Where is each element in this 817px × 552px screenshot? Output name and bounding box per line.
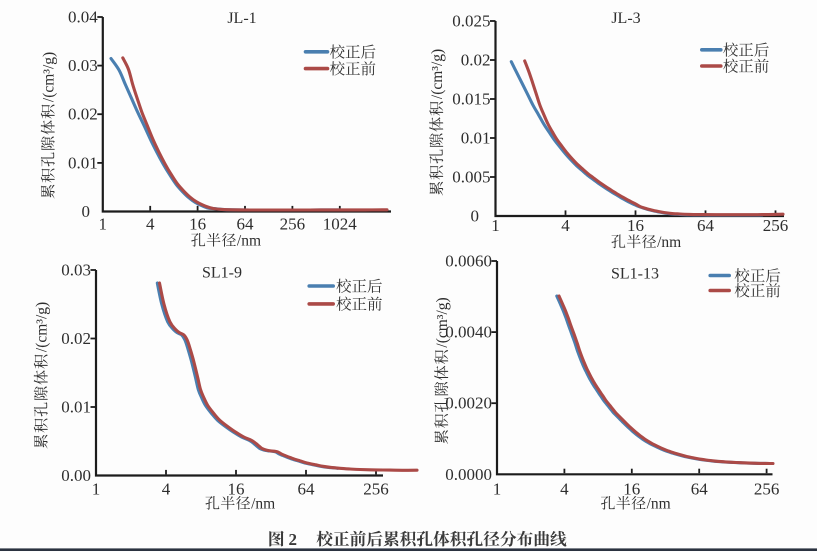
svg-text:1: 1 xyxy=(491,216,500,235)
svg-text:1: 1 xyxy=(99,215,108,234)
svg-text:0.03: 0.03 xyxy=(61,261,91,280)
svg-text:1: 1 xyxy=(493,480,502,499)
svg-text:4: 4 xyxy=(560,480,569,499)
svg-text:4: 4 xyxy=(561,216,570,235)
svg-text:0.02: 0.02 xyxy=(61,329,91,348)
svg-text:0.04: 0.04 xyxy=(68,8,98,27)
svg-text:64: 64 xyxy=(298,480,316,499)
svg-text:0: 0 xyxy=(82,202,91,221)
svg-text:256: 256 xyxy=(754,480,780,499)
svg-text:0.015: 0.015 xyxy=(452,90,490,109)
svg-text:0.02: 0.02 xyxy=(68,105,98,124)
svg-text:/nm: /nm xyxy=(237,233,261,250)
svg-text:16: 16 xyxy=(228,480,245,499)
svg-text:256: 256 xyxy=(280,215,306,234)
svg-text:0.01: 0.01 xyxy=(461,129,491,148)
svg-text:4: 4 xyxy=(146,215,155,234)
svg-text:16: 16 xyxy=(189,215,206,234)
svg-text:0.03: 0.03 xyxy=(68,56,98,75)
svg-text:/nm: /nm xyxy=(647,496,671,513)
svg-text:0.005: 0.005 xyxy=(452,168,490,187)
svg-text:64: 64 xyxy=(697,216,715,235)
svg-text:0.01: 0.01 xyxy=(61,398,91,417)
svg-text:0.00: 0.00 xyxy=(61,466,91,485)
svg-text:/nm: /nm xyxy=(251,496,275,513)
svg-text:2: 2 xyxy=(289,530,298,549)
svg-text:0.01: 0.01 xyxy=(68,153,98,172)
svg-text:1024: 1024 xyxy=(323,215,358,234)
svg-text:0.025: 0.025 xyxy=(452,12,490,31)
svg-text:/nm: /nm xyxy=(657,234,681,251)
svg-text:1: 1 xyxy=(92,480,101,499)
svg-text:0.02: 0.02 xyxy=(461,51,491,70)
svg-text:SL1-13: SL1-13 xyxy=(611,266,659,283)
svg-text:0.0020: 0.0020 xyxy=(445,394,492,413)
svg-text:0.0040: 0.0040 xyxy=(445,323,492,342)
svg-text:JL-1: JL-1 xyxy=(227,10,256,27)
svg-text:/(cm³/g): /(cm³/g) xyxy=(34,302,51,352)
svg-text:JL-3: JL-3 xyxy=(611,10,640,27)
svg-text:256: 256 xyxy=(763,216,789,235)
svg-text:/(cm³/g): /(cm³/g) xyxy=(434,297,451,347)
svg-text:/(cm³/g): /(cm³/g) xyxy=(429,49,446,99)
svg-text:/(cm³/g): /(cm³/g) xyxy=(41,52,58,102)
svg-text:256: 256 xyxy=(363,480,389,499)
svg-text:0.0000: 0.0000 xyxy=(445,465,492,484)
svg-text:64: 64 xyxy=(237,215,255,234)
svg-text:16: 16 xyxy=(627,216,644,235)
svg-text:16: 16 xyxy=(623,480,640,499)
svg-text:4: 4 xyxy=(162,480,171,499)
svg-text:SL1-9: SL1-9 xyxy=(202,265,242,282)
svg-text:0.0060: 0.0060 xyxy=(445,252,492,271)
svg-text:64: 64 xyxy=(691,480,709,499)
svg-text:0: 0 xyxy=(471,207,480,226)
